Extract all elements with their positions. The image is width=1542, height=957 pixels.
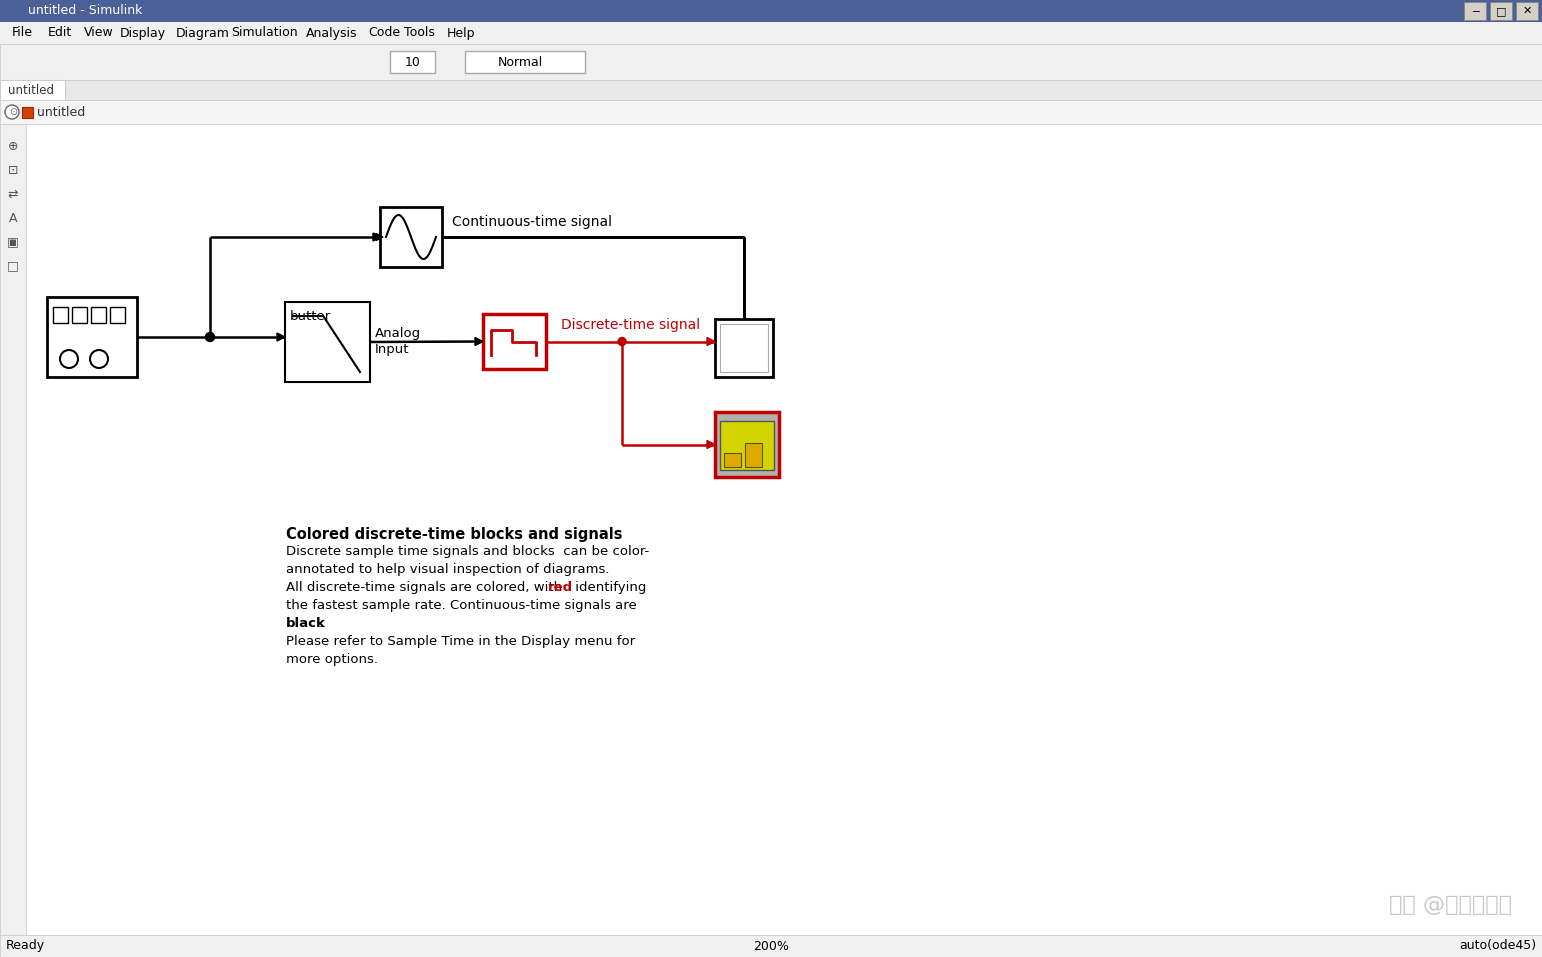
Text: □: □ (1496, 6, 1507, 16)
Bar (0, 935, 1542, 957)
Text: red: red (547, 581, 574, 594)
Text: Help: Help (447, 27, 475, 39)
Bar (720, 421, 774, 470)
Text: ⊕: ⊕ (8, 140, 19, 152)
Text: ⊡: ⊡ (8, 164, 19, 176)
Bar (720, 324, 768, 372)
Text: more options.: more options. (285, 653, 378, 666)
Text: .: . (319, 617, 324, 630)
Text: View: View (83, 27, 114, 39)
Circle shape (205, 332, 214, 342)
Bar (390, 51, 435, 73)
Bar (91, 307, 106, 323)
Polygon shape (706, 440, 715, 449)
Bar (0, 0, 1542, 22)
Bar (745, 443, 762, 467)
Bar (109, 307, 125, 323)
Bar (715, 412, 779, 477)
Text: butter: butter (290, 310, 332, 323)
Text: ⊙: ⊙ (9, 107, 17, 117)
Text: untitled: untitled (8, 83, 54, 97)
Text: annotated to help visual inspection of diagrams.: annotated to help visual inspection of d… (285, 563, 609, 576)
Text: 知乎 @安富莱电子: 知乎 @安富莱电子 (1389, 895, 1513, 915)
Text: ✕: ✕ (1522, 6, 1531, 16)
Text: Continuous-time signal: Continuous-time signal (452, 215, 612, 229)
Text: □: □ (8, 259, 19, 273)
Bar (715, 319, 773, 377)
Bar (0, 80, 65, 100)
Text: Diagram: Diagram (176, 27, 230, 39)
Bar (466, 51, 584, 73)
Text: Discrete-time signal: Discrete-time signal (561, 318, 700, 331)
Text: untitled - Simulink: untitled - Simulink (28, 5, 142, 17)
Text: Edit: Edit (48, 27, 72, 39)
Bar (22, 107, 32, 118)
Text: ▣: ▣ (8, 235, 19, 249)
Bar (52, 307, 68, 323)
Text: Normal: Normal (498, 56, 543, 69)
Bar (1463, 2, 1486, 20)
Polygon shape (475, 338, 483, 345)
Text: Display: Display (120, 27, 167, 39)
Bar (1516, 2, 1537, 20)
Bar (0, 44, 1542, 80)
Polygon shape (706, 338, 715, 345)
Text: Analog: Analog (375, 327, 421, 341)
Text: 200%: 200% (752, 940, 790, 952)
Text: Ready: Ready (6, 940, 45, 952)
Bar (0, 100, 1542, 124)
Bar (26, 124, 1542, 935)
Text: auto(ode45): auto(ode45) (1459, 940, 1536, 952)
Text: A: A (9, 211, 17, 225)
Text: Please refer to Sample Time in the Display menu for: Please refer to Sample Time in the Displ… (285, 635, 635, 648)
Bar (0, 124, 26, 935)
Bar (72, 307, 86, 323)
Polygon shape (376, 234, 382, 240)
Text: Analysis: Analysis (305, 27, 358, 39)
Text: File: File (12, 27, 32, 39)
Text: untitled: untitled (37, 105, 85, 119)
Circle shape (618, 338, 626, 345)
Bar (483, 314, 546, 369)
Text: Discrete sample time signals and blocks  can be color-: Discrete sample time signals and blocks … (285, 545, 649, 558)
Text: identifying: identifying (571, 581, 646, 594)
Text: All discrete-time signals are colored, with: All discrete-time signals are colored, w… (285, 581, 566, 594)
Polygon shape (278, 333, 285, 341)
Text: Tools: Tools (404, 27, 435, 39)
Text: Colored discrete-time blocks and signals: Colored discrete-time blocks and signals (285, 527, 623, 542)
Text: black: black (285, 617, 325, 630)
Bar (0, 80, 1542, 100)
Bar (285, 302, 370, 382)
Polygon shape (373, 233, 381, 241)
Bar (379, 207, 443, 267)
Text: Simulation: Simulation (231, 27, 298, 39)
Bar (0, 22, 1542, 44)
Text: 10: 10 (406, 56, 421, 69)
Text: Code: Code (369, 27, 399, 39)
Text: ─: ─ (1471, 6, 1479, 16)
Text: ⇄: ⇄ (8, 188, 19, 201)
Text: Input: Input (375, 344, 410, 357)
Circle shape (5, 105, 19, 119)
Text: the fastest sample rate. Continuous-time signals are: the fastest sample rate. Continuous-time… (285, 599, 637, 612)
Bar (1490, 2, 1513, 20)
Bar (725, 453, 742, 467)
Bar (46, 297, 137, 377)
